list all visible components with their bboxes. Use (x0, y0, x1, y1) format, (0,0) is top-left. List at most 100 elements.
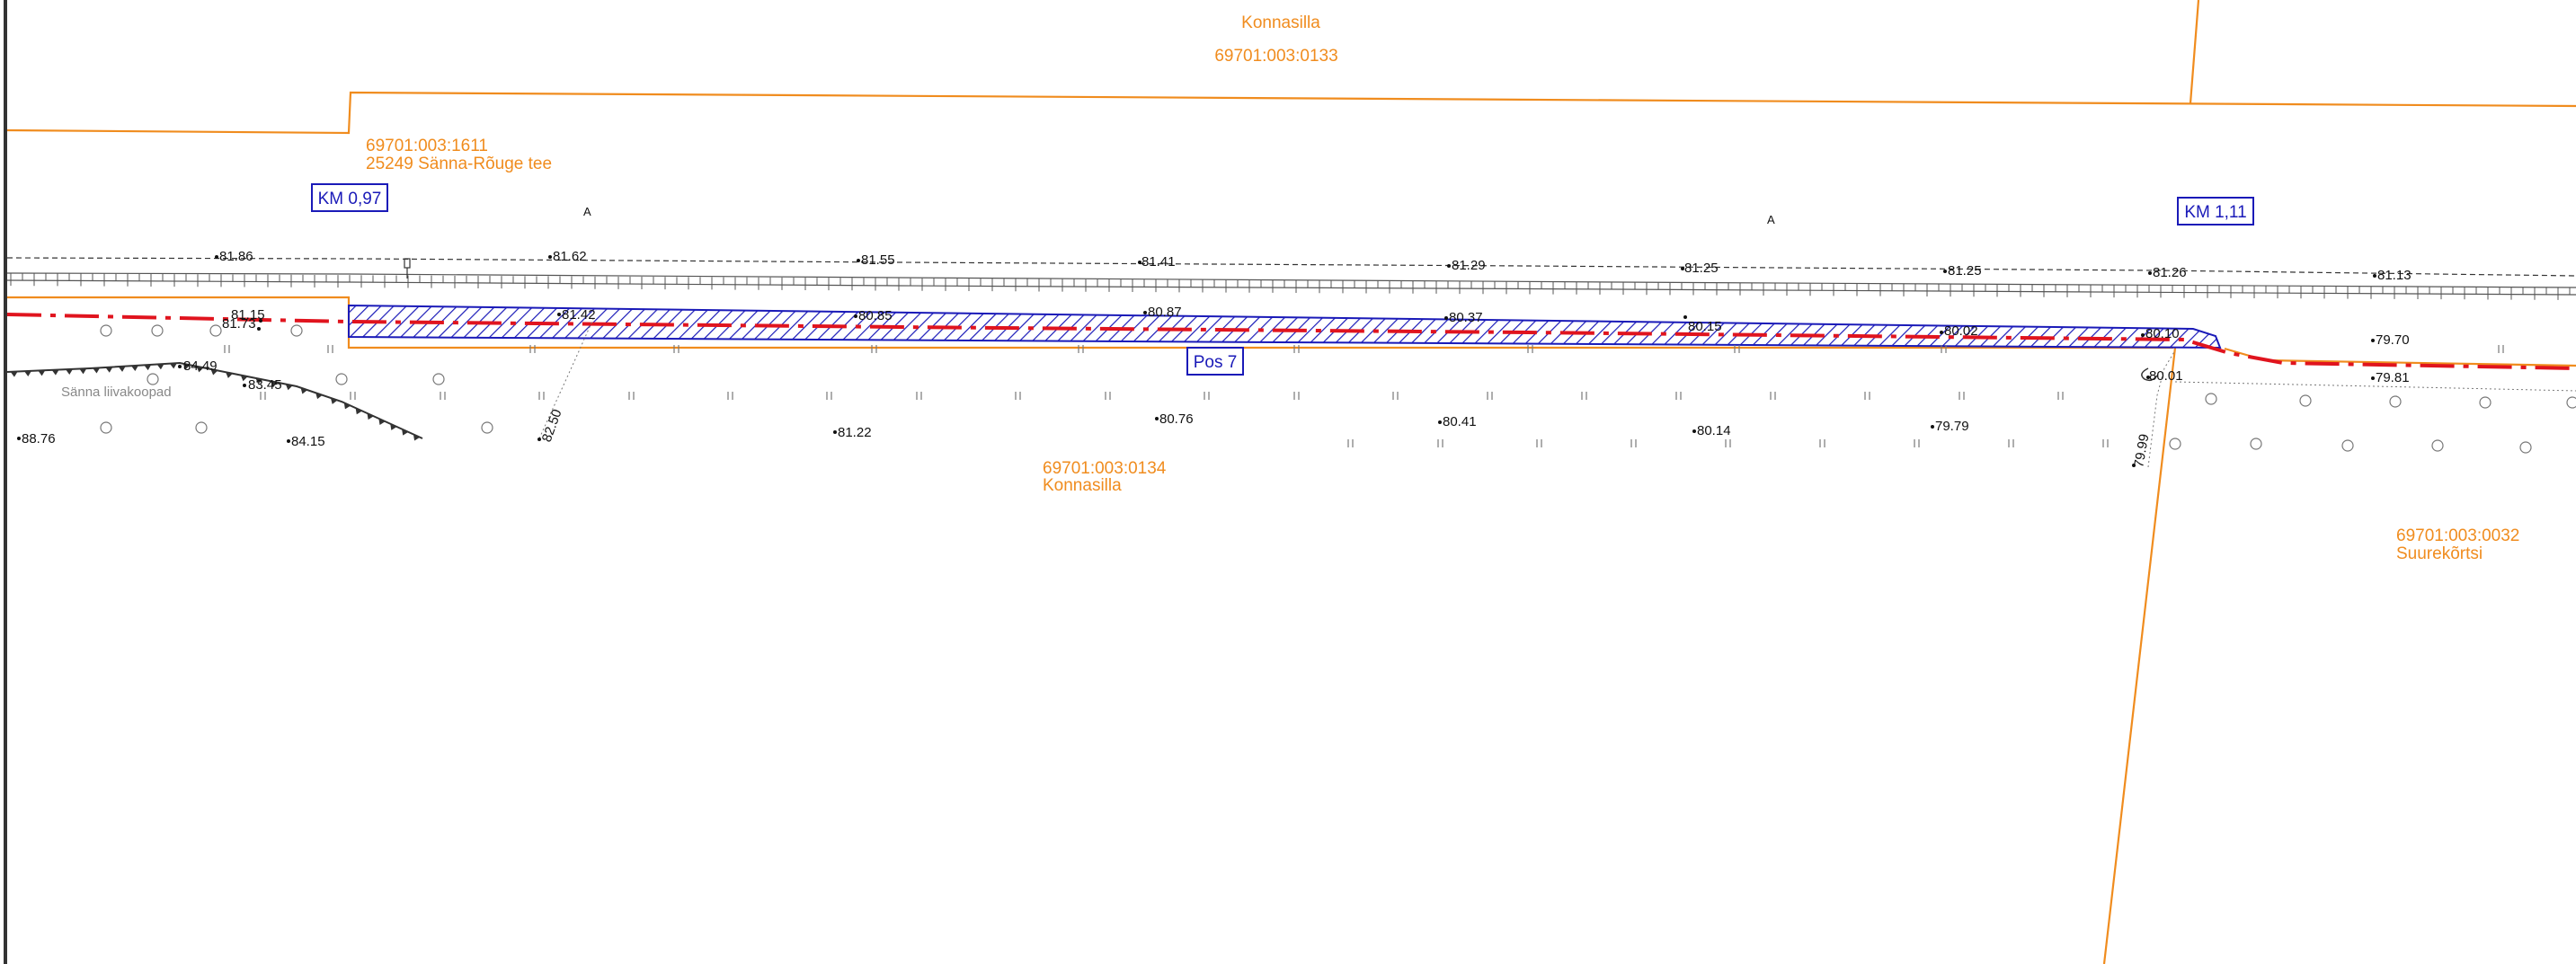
parcel-boundary-vertical-bottom (2102, 347, 2177, 964)
tree-marker (290, 324, 303, 337)
pit-triangle (402, 429, 409, 436)
area-name-label: Sänna liivakoopad (61, 385, 172, 400)
elevation-bottom-row: 81.22 80.76 80.41 80.14 79.79 79.99 (838, 411, 2152, 469)
pavement-hatch-area (348, 304, 2222, 349)
survey-point (1438, 420, 1442, 424)
parcel-name-top: Konnasilla (1241, 13, 1320, 32)
survey-point (1681, 267, 1684, 270)
elevation-label: 80.37 (1449, 310, 1483, 325)
survey-point (2148, 271, 2152, 275)
pit-triangle (196, 366, 204, 373)
tree-marker (2566, 396, 2576, 409)
survey-point (557, 313, 561, 316)
tree-marker (2299, 394, 2312, 407)
elevation-label: 80.41 (1443, 414, 1477, 429)
elevation-label: 81.42 (562, 307, 596, 323)
pit-triangle (24, 370, 31, 376)
slope-ticks (10, 273, 2571, 300)
survey-point (178, 365, 182, 368)
pit-triangle (66, 368, 73, 375)
survey-point (257, 327, 261, 331)
elevation-label: 80.10 (2145, 326, 2180, 341)
elevation-label: 79.81 (2376, 370, 2410, 385)
pit-triangle (367, 412, 374, 420)
tree-markers (100, 324, 2576, 454)
elevation-label: 84.49 (183, 358, 218, 374)
elevation-label-rotated: 79.99 (2131, 433, 2152, 469)
elevation-left-side: 84.49 83.45 88.76 84.15 82.50 (22, 358, 565, 449)
tree-marker (2431, 439, 2444, 452)
elevation-label: 81.86 (219, 249, 253, 264)
sand-pit-triangles (10, 363, 421, 441)
elevation-label: 81.62 (553, 249, 587, 264)
tree-marker (335, 373, 348, 385)
elevation-label: 81.26 (2153, 265, 2187, 280)
culvert-icon (2141, 367, 2158, 382)
parcel-name-mid: Konnasilla (1043, 476, 1122, 495)
elevation-label: 81.25 (1684, 261, 1719, 276)
parcel-id-mid: 69701:003:0134 (1043, 459, 1167, 478)
parcel-id-right: 69701:003:0032 (2396, 526, 2519, 545)
elevation-road-row: 81.15 81.73 81.42 80.85 80.87 80.37 80.1… (222, 305, 2180, 341)
marker-a-left: A (583, 205, 591, 218)
pit-triangle (355, 408, 362, 415)
survey-points (17, 255, 2376, 467)
km-label-end: KM 1,11 (2184, 203, 2246, 222)
survey-point (215, 255, 218, 259)
survey-point (259, 319, 262, 323)
position-marker: Pos 7 (1186, 347, 1244, 376)
tree-marker (100, 324, 112, 337)
survey-point (2132, 464, 2136, 467)
tree-marker (147, 373, 159, 385)
pit-triangle (144, 364, 152, 371)
tree-marker (151, 324, 164, 337)
pit-triangle (131, 365, 138, 371)
survey-point (854, 314, 857, 318)
survey-point (1138, 261, 1141, 264)
elevation-right-side: 79.70 80.01 79.81 (2149, 332, 2410, 385)
survey-point (1943, 270, 1947, 273)
elevation-top-row: 81.86 81.62 81.55 81.41 81.29 81.25 81.2… (219, 249, 2412, 283)
survey-point (2371, 339, 2375, 342)
elevation-label: 80.14 (1697, 423, 1731, 438)
pit-triangle (93, 367, 101, 374)
elevation-label: 81.13 (2377, 268, 2412, 283)
marker-a-right: A (1767, 213, 1775, 226)
slope-top-line (6, 272, 2576, 288)
survey-point (17, 437, 21, 440)
parcel-id-top: 69701:003:0133 (1214, 47, 1337, 66)
tree-marker (2479, 396, 2492, 409)
elevation-label: 81.41 (1141, 254, 1176, 270)
survey-point (2373, 274, 2376, 278)
survey-point (1940, 331, 1943, 334)
elevation-label: 80.76 (1159, 411, 1194, 427)
elevation-label: 81.25 (1948, 263, 1982, 279)
survey-point (1155, 417, 1159, 420)
elevation-label: 79.79 (1935, 419, 1969, 434)
survey-point (1692, 429, 1696, 433)
km-marker-start: KM 0,97 (311, 183, 388, 212)
pit-triangle (226, 372, 233, 378)
survey-point (2146, 376, 2150, 379)
survey-point (2371, 376, 2375, 380)
survey-point (1447, 264, 1451, 268)
parcel-name-road: 25249 Sänna-Rõuge tee (366, 155, 552, 173)
elevation-label: 84.15 (291, 434, 325, 449)
tree-marker (2519, 441, 2532, 454)
tree-marker (2169, 438, 2181, 450)
pit-triangle (38, 370, 46, 376)
pit-triangle (330, 397, 338, 404)
pit-triangle (182, 363, 191, 370)
tree-marker (2389, 395, 2402, 408)
parcel-boundary-vertical-top (2189, 0, 2200, 104)
survey-point (857, 259, 860, 262)
km-label-start: KM 0,97 (318, 190, 382, 208)
dotted-survey-line (538, 318, 594, 439)
pit-triangle (315, 393, 323, 400)
dotted-line-right-side (2174, 381, 2576, 392)
tree-marker (100, 421, 112, 434)
tree-marker (195, 421, 208, 434)
road-edge-dashed (6, 257, 2576, 277)
pit-triangle (271, 381, 278, 387)
